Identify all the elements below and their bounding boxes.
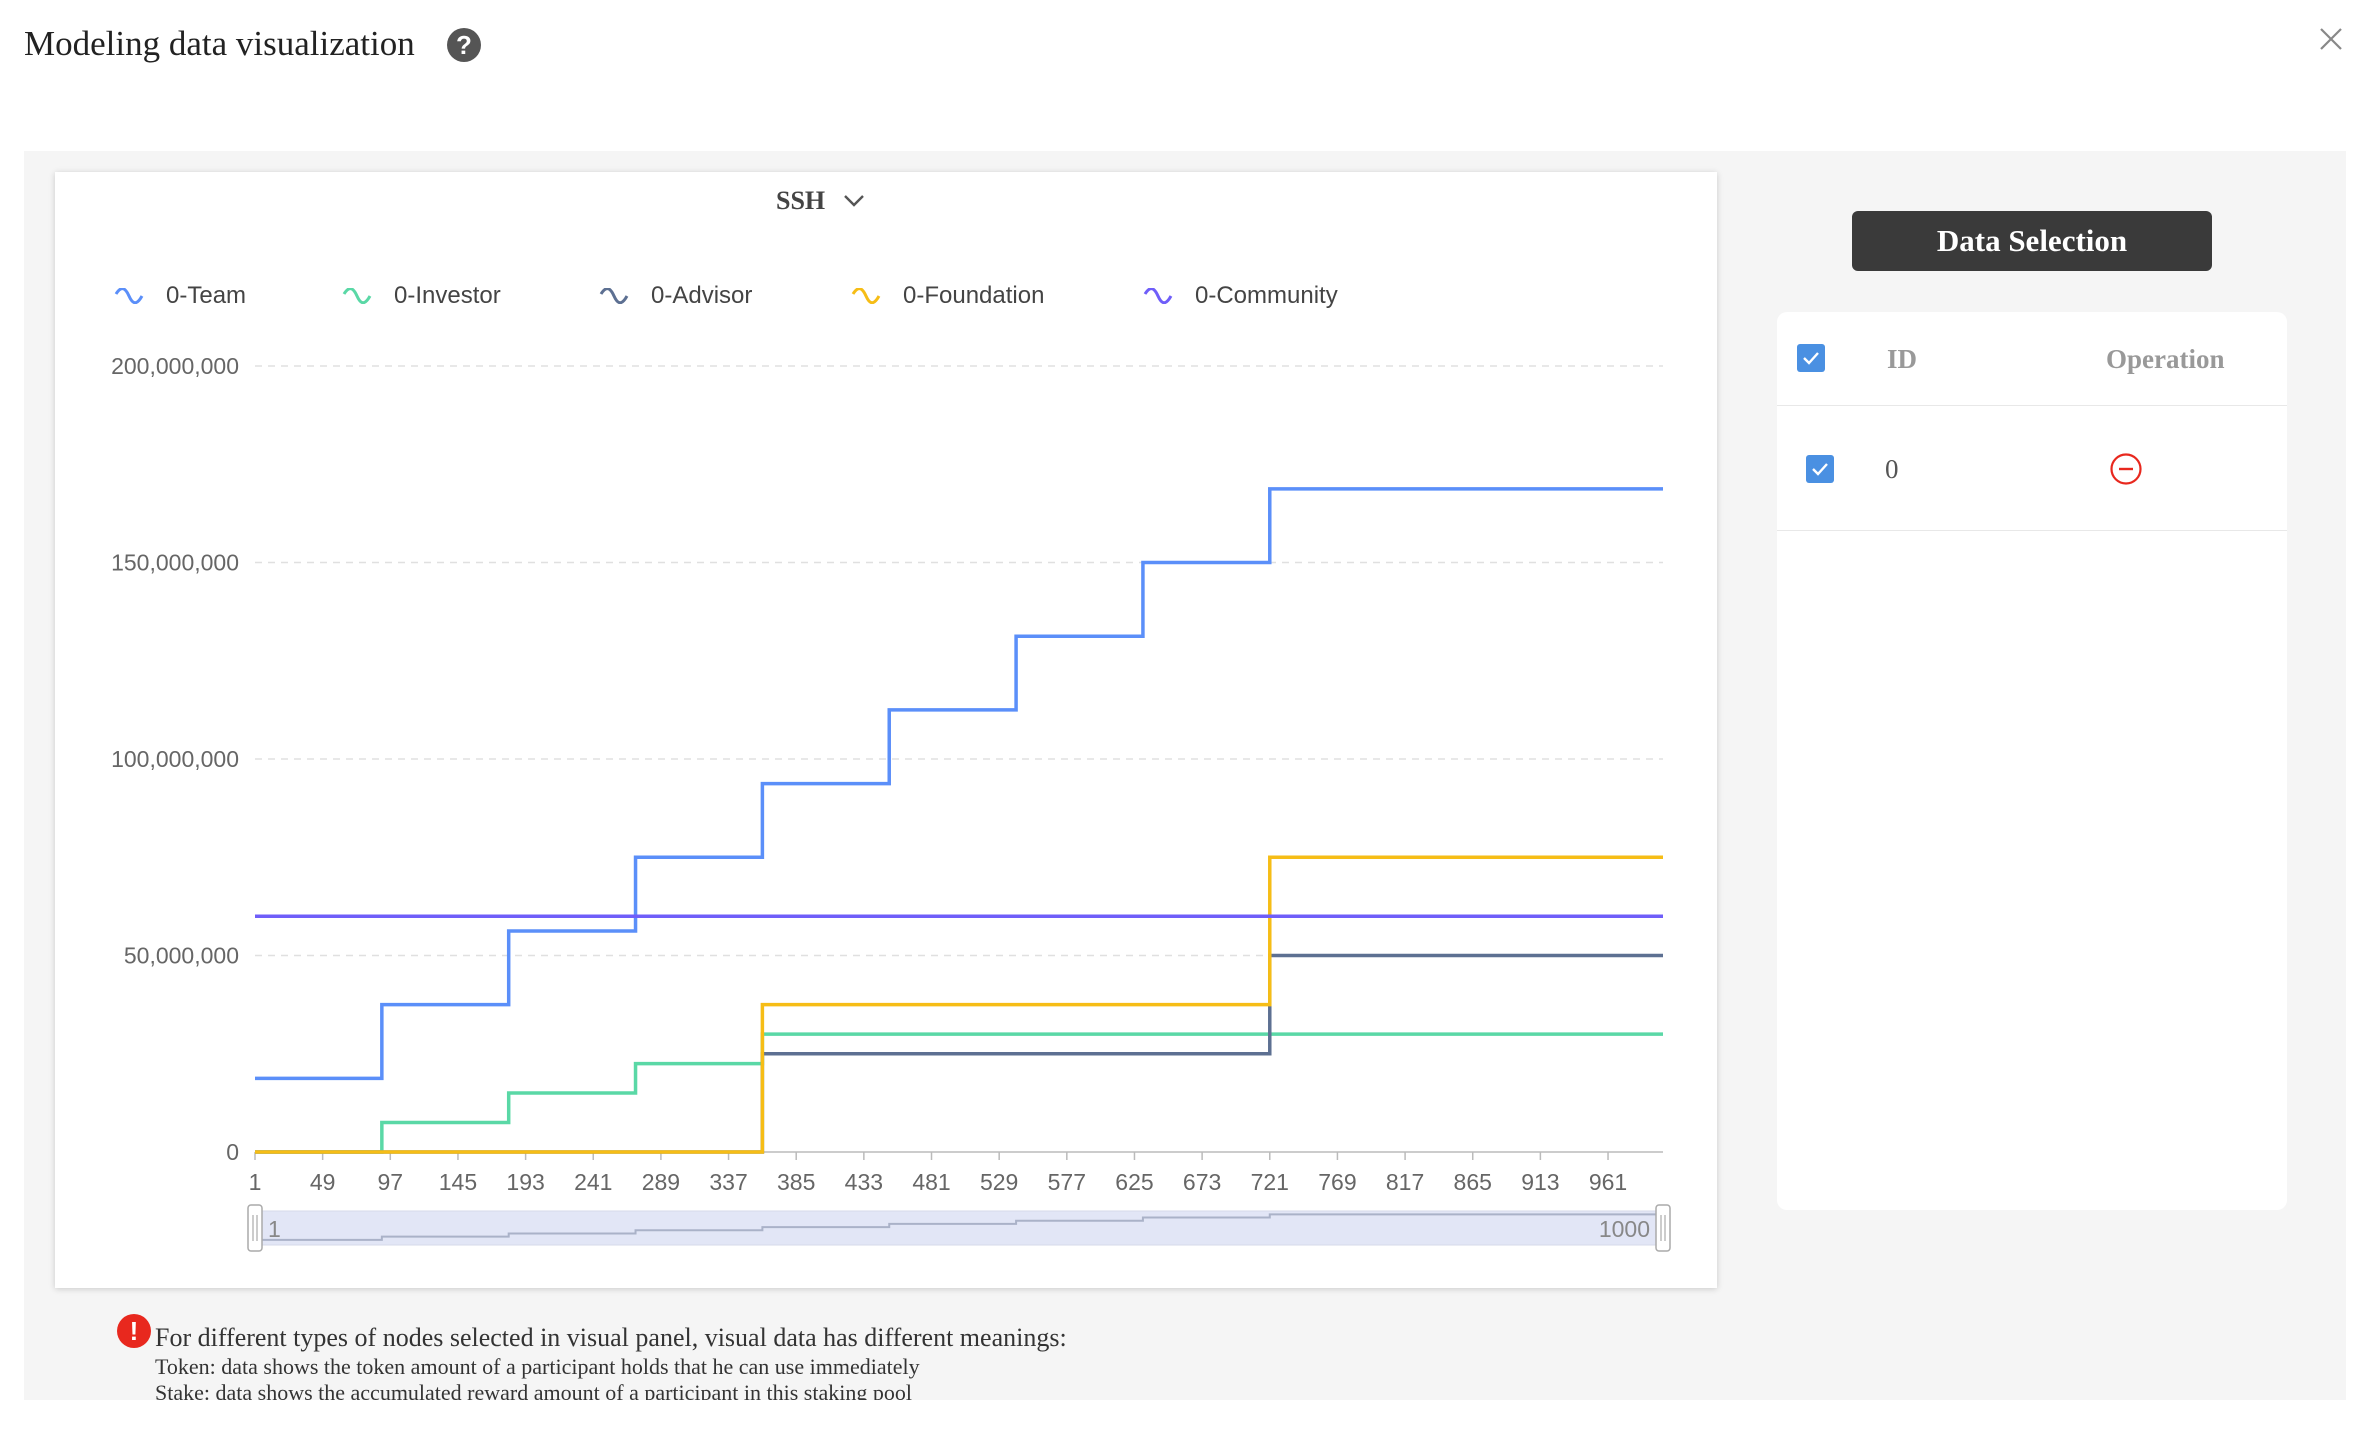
column-header-id: ID (1887, 344, 1918, 374)
data-selection-button[interactable]: Data Selection (1852, 211, 2212, 271)
x-tick-label: 49 (310, 1169, 336, 1195)
legend-item-investor[interactable]: 0-Investor (342, 282, 501, 310)
data-selection-table: ID Operation 0 (1777, 312, 2287, 1210)
legend-label: 0-Investor (394, 282, 501, 309)
x-tick-label: 673 (1183, 1169, 1221, 1195)
x-tick-label: 1 (249, 1169, 262, 1195)
x-tick-label: 865 (1454, 1169, 1492, 1195)
x-tick-label: 817 (1386, 1169, 1424, 1195)
zoom-start-label: 1 (268, 1216, 281, 1242)
x-tick-label: 961 (1589, 1169, 1627, 1195)
x-tick-label: 337 (709, 1169, 747, 1195)
x-tick-label: 721 (1251, 1169, 1289, 1195)
exclamation-circle-icon: ! (117, 1314, 151, 1348)
note-stake: Stake: data shows the accumulated reward… (155, 1380, 912, 1400)
x-tick-label: 625 (1115, 1169, 1153, 1195)
zoom-slider-track (254, 1210, 1664, 1246)
y-tick-label: 150,000,000 (111, 550, 239, 576)
x-tick-label: 289 (642, 1169, 680, 1195)
legend-label: 0-Team (166, 282, 247, 309)
legend-label: 0-Community (1195, 282, 1338, 309)
column-header-operation: Operation (2106, 344, 2225, 374)
zoom-handle-end[interactable] (1655, 1204, 1671, 1252)
x-tick-label: 769 (1318, 1169, 1356, 1195)
series-line-0-foundation (255, 855, 1663, 1154)
zoom-end-label: 1000 (1599, 1216, 1650, 1242)
legend-wave-icon (342, 288, 372, 304)
row-divider (1777, 530, 2287, 531)
x-tick-label: 433 (845, 1169, 883, 1195)
chevron-down-icon (844, 195, 865, 207)
node-type-dropdown[interactable]: SSH (776, 180, 865, 222)
row-checkbox[interactable] (1806, 455, 1834, 483)
header-divider (1777, 405, 2287, 406)
legend-wave-icon (851, 288, 881, 304)
select-all-checkbox[interactable] (1797, 344, 1825, 372)
x-tick-label: 577 (1048, 1169, 1086, 1195)
x-tick-label: 913 (1521, 1169, 1559, 1195)
series-line-0-investor (255, 1032, 1663, 1154)
note-token: Token: data shows the token amount of a … (155, 1354, 920, 1379)
legend-wave-icon (114, 288, 144, 304)
legend-item-advisor[interactable]: 0-Advisor (599, 282, 752, 310)
x-tick-label: 529 (980, 1169, 1018, 1195)
x-tick-label: 193 (506, 1169, 544, 1195)
question-circle-icon[interactable]: ? (447, 28, 481, 62)
y-tick-label: 50,000,000 (124, 943, 239, 969)
notes-section: ! For different types of nodes selected … (117, 1314, 1417, 1400)
page-title: Modeling data visualization (24, 24, 415, 63)
y-tick-label: 200,000,000 (111, 353, 239, 379)
y-tick-label: 0 (226, 1139, 239, 1165)
note-main-text: For different types of nodes selected in… (155, 1323, 1067, 1352)
check-icon (1803, 352, 1819, 365)
close-icon[interactable] (2318, 26, 2344, 52)
check-icon (1812, 463, 1828, 476)
zoom-handle-start[interactable] (247, 1204, 263, 1252)
row-id: 0 (1885, 454, 1899, 484)
zoom-slider-preview (255, 1213, 1663, 1241)
y-tick-label: 100,000,000 (111, 746, 239, 772)
x-tick-label: 241 (574, 1169, 612, 1195)
legend-wave-icon (1143, 288, 1173, 304)
dropdown-label: SSH (776, 186, 826, 215)
legend-label: 0-Foundation (903, 282, 1045, 309)
x-tick-label: 385 (777, 1169, 815, 1195)
x-tick-label: 481 (912, 1169, 950, 1195)
chart-card (55, 172, 1717, 1288)
legend-item-community[interactable]: 0-Community (1143, 282, 1338, 310)
legend-label: 0-Advisor (651, 282, 753, 309)
minus-circle-icon[interactable] (2109, 452, 2143, 486)
legend-item-foundation[interactable]: 0-Foundation (851, 282, 1044, 310)
x-tick-label: 97 (378, 1169, 404, 1195)
legend-item-team[interactable]: 0-Team (114, 282, 246, 310)
x-tick-label: 145 (439, 1169, 477, 1195)
series-line-0-team (255, 487, 1663, 1081)
legend-wave-icon (599, 288, 629, 304)
